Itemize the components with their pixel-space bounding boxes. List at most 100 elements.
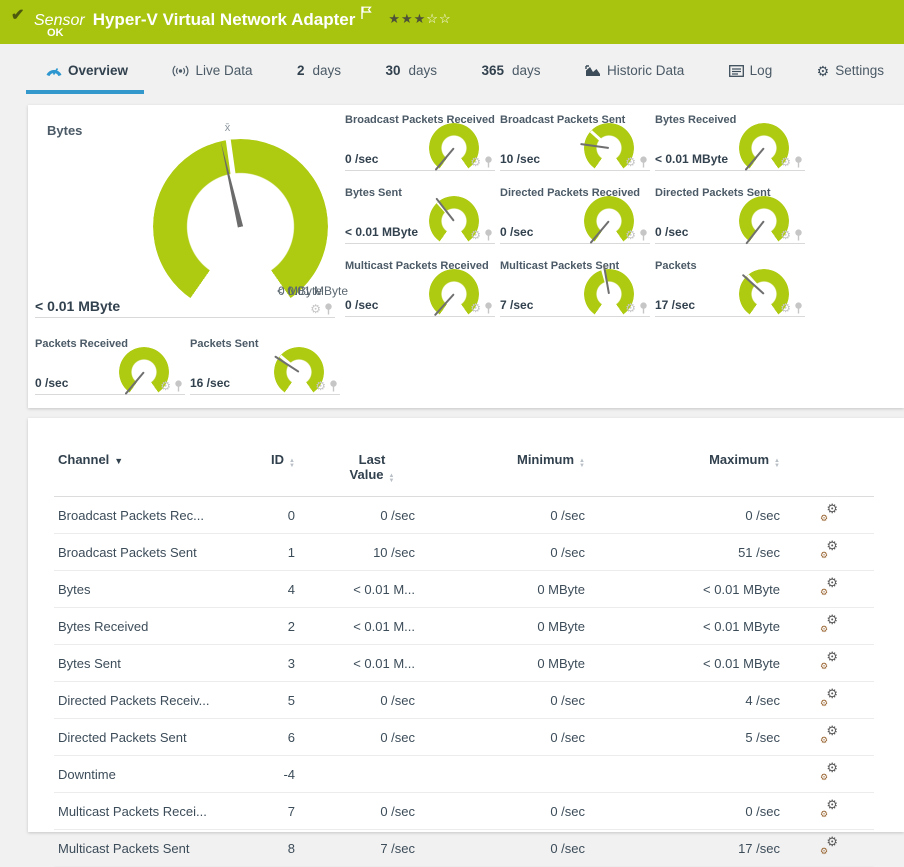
- mini-gauge-panel[interactable]: Multicast Packets Received 0 /sec ⚙: [345, 260, 495, 319]
- edit-channel-gears-icon[interactable]: ⚙ ⚙: [820, 501, 838, 523]
- column-header-channel[interactable]: Channel ▼: [54, 444, 254, 497]
- tab-settings[interactable]: ⚙ Settings: [811, 44, 890, 97]
- mini-gauge-value: 0 /sec: [35, 376, 69, 390]
- tab-30-days[interactable]: 30 days: [379, 44, 443, 97]
- gear-icon[interactable]: ⚙: [625, 228, 636, 242]
- channel-minimum: 0 MByte: [419, 570, 589, 608]
- pin-icon[interactable]: [794, 156, 803, 168]
- channel-minimum: 0 /sec: [419, 718, 589, 756]
- edit-channel-gears-icon[interactable]: ⚙ ⚙: [820, 760, 838, 782]
- mini-gauge-panel[interactable]: Multicast Packets Sent 7 /sec ⚙: [500, 260, 650, 319]
- gear-icon[interactable]: ⚙: [625, 155, 636, 169]
- mini-gauge-panel[interactable]: Directed Packets Received 0 /sec ⚙: [500, 187, 650, 246]
- mini-gauge-value: 17 /sec: [655, 298, 696, 312]
- channel-name-link[interactable]: Bytes Received: [54, 607, 254, 645]
- flag-icon[interactable]: [361, 6, 373, 23]
- channel-name-link[interactable]: Broadcast Packets Sent: [54, 533, 254, 571]
- channel-name-link[interactable]: Multicast Packets Recei...: [54, 792, 254, 830]
- tab-365-days[interactable]: 365 days: [475, 44, 546, 97]
- channel-maximum: < 0.01 MByte: [589, 644, 784, 682]
- gear-icon[interactable]: ⚙: [160, 379, 171, 393]
- tab-overview[interactable]: Overview: [25, 44, 145, 97]
- column-header-maximum[interactable]: Maximum ▲ ▼: [589, 444, 784, 497]
- mini-gauge: [580, 123, 634, 173]
- pin-icon[interactable]: [484, 302, 493, 314]
- channel-maximum: 4 /sec: [589, 681, 784, 719]
- channel-name-link[interactable]: Bytes: [54, 570, 254, 608]
- tab-2-days-unit: days: [312, 63, 342, 78]
- channel-id: -4: [254, 755, 299, 793]
- channel-last-value: 10 /sec: [299, 533, 419, 571]
- channel-name-link[interactable]: Multicast Packets Sent: [54, 829, 254, 867]
- edit-channel-gears-icon[interactable]: ⚙ ⚙: [820, 686, 838, 708]
- channel-id: 8: [254, 829, 299, 867]
- edit-channel-gears-icon[interactable]: ⚙ ⚙: [820, 797, 838, 819]
- gear-icon[interactable]: ⚙: [780, 228, 791, 242]
- channel-id: 1: [254, 533, 299, 571]
- channel-name-link[interactable]: Directed Packets Sent: [54, 718, 254, 756]
- edit-channel-gears-icon[interactable]: ⚙ ⚙: [820, 834, 838, 856]
- gear-icon[interactable]: ⚙: [310, 302, 321, 316]
- column-header-minimum[interactable]: Minimum ▲ ▼: [419, 444, 589, 497]
- tab-365-days-number: 365: [481, 63, 504, 78]
- channel-maximum: 51 /sec: [589, 533, 784, 571]
- gear-icon[interactable]: ⚙: [315, 379, 326, 393]
- pin-icon[interactable]: [639, 156, 648, 168]
- tab-live-data[interactable]: Live Data: [166, 44, 258, 97]
- status-badge: OK: [47, 27, 64, 39]
- channel-name-link[interactable]: Downtime: [54, 755, 254, 793]
- pin-icon[interactable]: [484, 229, 493, 241]
- gear-icon[interactable]: ⚙: [625, 301, 636, 315]
- pin-icon[interactable]: [794, 229, 803, 241]
- channel-name-link[interactable]: Bytes Sent: [54, 644, 254, 682]
- channel-id: 0: [254, 496, 299, 534]
- gear-icon[interactable]: ⚙: [780, 155, 791, 169]
- sort-icon: ▲ ▼: [774, 458, 780, 469]
- channel-row: Bytes Sent 3 < 0.01 M... 0 MByte < 0.01 …: [54, 644, 874, 682]
- priority-stars[interactable]: ★★★☆☆: [388, 11, 451, 26]
- edit-channel-gears-icon[interactable]: ⚙ ⚙: [820, 538, 838, 560]
- mini-gauge-bottom-row: Packets Received 0 /sec ⚙ Packets Sent 1…: [35, 338, 340, 397]
- gear-icon[interactable]: ⚙: [780, 301, 791, 315]
- sensor-header: ✔ Sensor Hyper-V Virtual Network Adapter ★…: [0, 0, 904, 44]
- gear-icon[interactable]: ⚙: [470, 228, 481, 242]
- mini-gauge-panel[interactable]: Packets Received 0 /sec ⚙: [35, 338, 185, 397]
- mini-gauge: [429, 269, 479, 319]
- gear-icon[interactable]: ⚙: [470, 301, 481, 315]
- channel-row: Downtime -4 ⚙ ⚙: [54, 755, 874, 793]
- mini-gauge-panel[interactable]: Packets 17 /sec ⚙: [655, 260, 805, 319]
- mini-gauge-panel[interactable]: Bytes Received < 0.01 MByte ⚙: [655, 114, 805, 173]
- mini-gauge-panel[interactable]: Packets Sent 16 /sec ⚙: [190, 338, 340, 397]
- pin-icon[interactable]: [639, 302, 648, 314]
- pin-icon[interactable]: [794, 302, 803, 314]
- edit-channel-gears-icon[interactable]: ⚙ ⚙: [820, 723, 838, 745]
- channel-name-link[interactable]: Broadcast Packets Rec...: [54, 496, 254, 534]
- edit-channel-gears-icon[interactable]: ⚙ ⚙: [820, 575, 838, 597]
- channel-last-value: 7 /sec: [299, 829, 419, 867]
- tab-historic-data[interactable]: Historic Data: [579, 44, 690, 97]
- mini-gauge-panel[interactable]: Broadcast Packets Received 0 /sec ⚙: [345, 114, 495, 173]
- column-header-last-value[interactable]: Last Value ▲ ▼: [299, 444, 419, 497]
- mini-gauge-panel[interactable]: Broadcast Packets Sent 10 /sec ⚙: [500, 114, 650, 173]
- main-gauge-panel[interactable]: Bytes x̄ 0 MByte < 0.01 MByte < 0.01 MBy…: [35, 113, 348, 318]
- pin-icon[interactable]: [484, 156, 493, 168]
- pin-icon[interactable]: [639, 229, 648, 241]
- mini-gauge: [429, 196, 479, 246]
- table-header-row: Channel ▼ ID ▲ ▼ Last Value ▲ ▼ Minimum ▲ ▼ Max…: [54, 444, 874, 497]
- channel-name-link[interactable]: Directed Packets Receiv...: [54, 681, 254, 719]
- pin-icon[interactable]: [329, 380, 338, 392]
- edit-channel-gears-icon[interactable]: ⚙ ⚙: [820, 649, 838, 671]
- mini-gauge: [119, 347, 169, 397]
- mini-gauge: [739, 123, 789, 173]
- tab-log[interactable]: Log: [723, 44, 779, 97]
- pin-icon[interactable]: [324, 303, 333, 315]
- channel-id: 2: [254, 607, 299, 645]
- mini-gauge-panel[interactable]: Bytes Sent < 0.01 MByte ⚙: [345, 187, 495, 246]
- mini-gauge-title: Multicast Packets Sent: [500, 260, 620, 272]
- edit-channel-gears-icon[interactable]: ⚙ ⚙: [820, 612, 838, 634]
- mini-gauge-panel[interactable]: Directed Packets Sent 0 /sec ⚙: [655, 187, 805, 246]
- tab-2-days[interactable]: 2 days: [291, 44, 347, 97]
- column-header-id[interactable]: ID ▲ ▼: [254, 444, 299, 497]
- gear-icon[interactable]: ⚙: [470, 155, 481, 169]
- pin-icon[interactable]: [174, 380, 183, 392]
